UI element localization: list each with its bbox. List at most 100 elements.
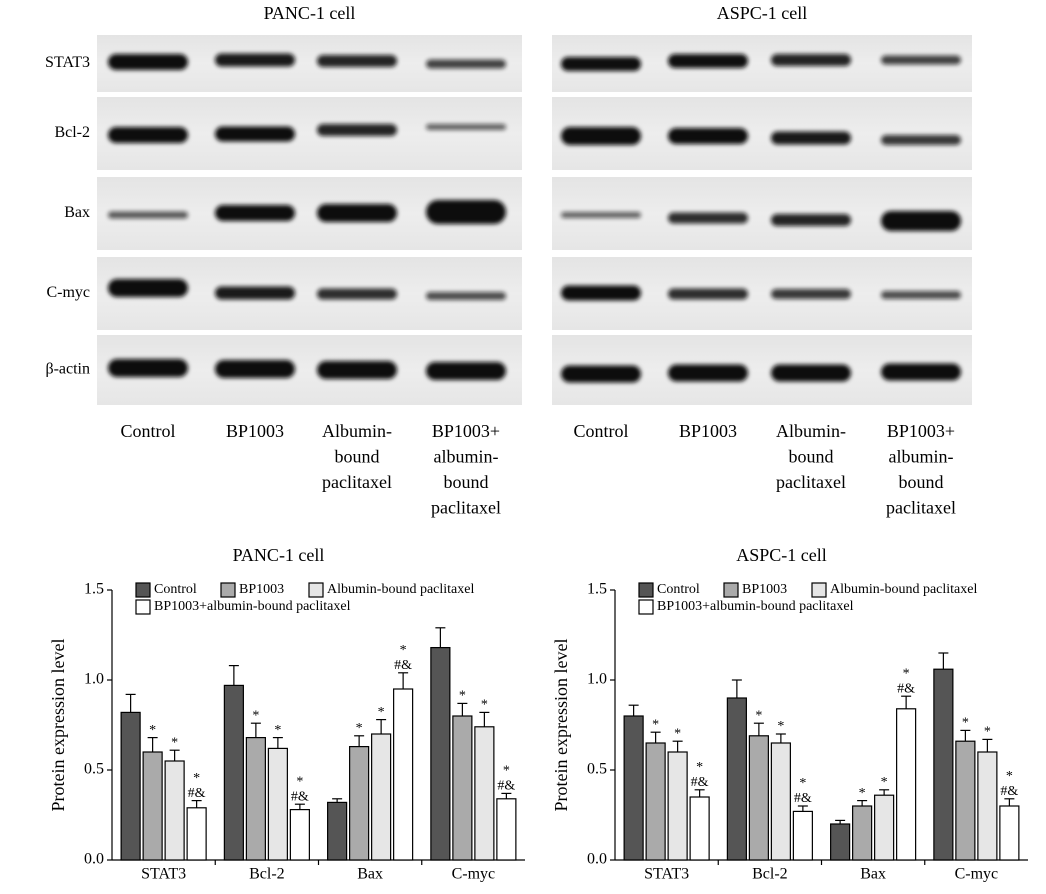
significance-mark: * <box>881 775 888 790</box>
blot-band <box>317 204 397 222</box>
bar <box>496 798 517 861</box>
blot-band <box>771 214 851 226</box>
significance-mark: #& <box>291 789 309 804</box>
significance-mark: * <box>777 719 784 734</box>
blot-band <box>881 211 961 231</box>
bar <box>223 684 244 861</box>
significance-mark: * <box>859 786 866 801</box>
y-axis-label: Protein expression level <box>551 639 571 812</box>
blot-band <box>668 128 748 144</box>
blot-title: PANC-1 cell <box>264 3 356 23</box>
significance-mark: #& <box>897 681 915 696</box>
significance-mark: * <box>984 725 991 740</box>
blot-band <box>771 54 851 66</box>
legend-label: BP1003+albumin-bound paclitaxel <box>154 599 351 614</box>
bar <box>667 751 688 861</box>
bar <box>430 646 451 861</box>
significance-mark: #& <box>691 775 709 790</box>
blot-band <box>771 131 851 145</box>
blot-band <box>426 124 506 130</box>
x-tick-label: STAT3 <box>644 866 689 883</box>
bar <box>474 726 495 861</box>
blot-band <box>215 360 295 378</box>
chart-title: PANC-1 cell <box>233 545 325 565</box>
lane-label: bound <box>899 472 944 492</box>
legend-swatch <box>638 599 654 615</box>
blot-band <box>426 292 506 300</box>
blot-band <box>317 288 397 300</box>
significance-mark: * <box>296 774 303 789</box>
y-tick-label: 0.5 <box>84 761 104 778</box>
blot-band <box>108 359 188 377</box>
y-tick-label: 1.0 <box>84 671 104 688</box>
bar <box>955 740 976 861</box>
blot-band <box>108 211 188 219</box>
legend-label: BP1003+albumin-bound paclitaxel <box>657 599 854 614</box>
lane-label: paclitaxel <box>322 472 392 492</box>
significance-mark: * <box>1006 769 1013 784</box>
blot-band <box>108 127 188 143</box>
legend-label: Albumin-bound paclitaxel <box>830 582 977 597</box>
significance-mark: * <box>799 776 806 791</box>
blot-band <box>881 291 961 299</box>
significance-mark: #& <box>1000 784 1018 799</box>
legend-swatch <box>308 582 324 598</box>
blot-band <box>881 135 961 145</box>
significance-mark: * <box>400 643 407 658</box>
blot-band <box>426 200 506 224</box>
legend-swatch <box>723 582 739 598</box>
lane-label: BP1003 <box>679 421 737 441</box>
significance-mark: #& <box>497 779 515 794</box>
blot-band <box>317 124 397 136</box>
legend-swatch <box>638 582 654 598</box>
blot-band <box>561 365 641 383</box>
lane-label: paclitaxel <box>776 472 846 492</box>
legend-swatch <box>135 599 151 615</box>
y-tick-label: 1.5 <box>84 581 104 598</box>
lane-label: Control <box>573 421 628 441</box>
blot-band <box>561 127 641 145</box>
bar <box>289 808 310 861</box>
bar <box>452 715 473 861</box>
legend-label: BP1003 <box>239 582 284 597</box>
bar <box>689 796 710 861</box>
x-tick-label: C-myc <box>955 866 999 883</box>
bar <box>830 823 851 861</box>
blot-band <box>215 205 295 221</box>
row-label: Bax <box>64 204 90 221</box>
blot-band <box>561 57 641 71</box>
lane-label: Albumin- <box>776 421 846 441</box>
bar <box>792 810 813 861</box>
bar <box>977 751 998 861</box>
blot-band <box>108 54 188 70</box>
lane-label: bound <box>335 447 380 467</box>
significance-mark: * <box>356 721 363 736</box>
legend-swatch <box>220 582 236 598</box>
bar <box>874 794 895 861</box>
blot-band <box>215 53 295 67</box>
blot-band <box>317 55 397 67</box>
legend-label: Albumin-bound paclitaxel <box>327 582 474 597</box>
significance-mark: * <box>149 723 156 738</box>
row-label: C-myc <box>46 284 90 301</box>
blot-band <box>668 54 748 68</box>
bar <box>164 760 185 861</box>
significance-mark: #& <box>794 791 812 806</box>
blot-band <box>668 364 748 382</box>
significance-mark: * <box>503 764 510 779</box>
bar <box>852 805 873 861</box>
significance-mark: * <box>274 723 281 738</box>
legend-swatch <box>135 582 151 598</box>
significance-mark: * <box>481 698 488 713</box>
bar <box>645 742 666 861</box>
legend-label: BP1003 <box>742 582 787 597</box>
bar <box>327 801 348 861</box>
bar <box>267 747 288 861</box>
bar <box>349 745 370 861</box>
lane-label: BP1003+ <box>887 421 955 441</box>
bar <box>896 708 917 861</box>
blot-band <box>881 55 961 65</box>
blot-band <box>108 279 188 297</box>
y-tick-label: 0.0 <box>587 851 607 868</box>
